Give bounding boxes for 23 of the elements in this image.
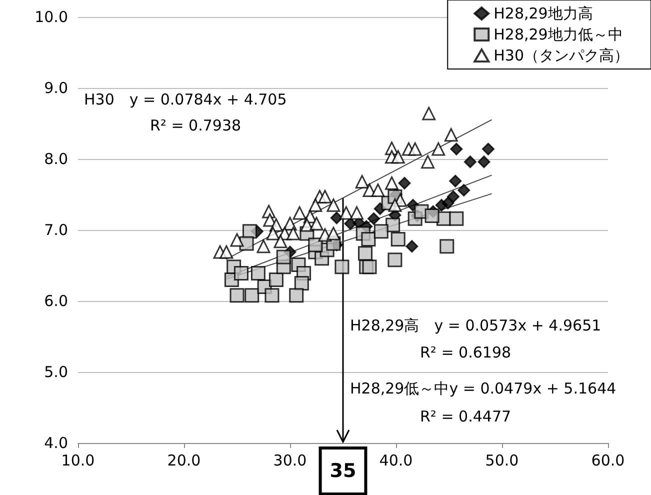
x-tick-label: 20.0 <box>167 452 201 470</box>
annotation: R² = 0.7938 <box>150 116 242 134</box>
y-tick-label: 8.0 <box>44 150 68 168</box>
annotation: H28,29低～中y = 0.0479x + 5.1644 <box>350 380 616 398</box>
x-tick-label: 40.0 <box>379 452 413 470</box>
x-tick-label: 30.0 <box>273 452 307 470</box>
y-tick-label: 10.0 <box>34 8 68 26</box>
y-tick-label: 4.0 <box>44 434 68 452</box>
y-tick-label: 7.0 <box>44 221 68 239</box>
legend-label: H28,29地力低～中 <box>494 26 623 44</box>
x-tick-label: 10.0 <box>61 452 95 470</box>
y-tick-label: 5.0 <box>44 363 68 381</box>
annotation: H28,29高 y = 0.0573x + 4.9651 <box>350 316 602 334</box>
annotation: 35 <box>330 460 356 482</box>
x-tick-label: 60.0 <box>591 452 625 470</box>
legend-label: H30（タンパク高） <box>494 46 630 64</box>
annotation: H30 y = 0.0784x + 4.705 <box>84 90 287 108</box>
annotation: R² = 0.4477 <box>420 408 512 426</box>
x-tick-label: 50.0 <box>485 452 519 470</box>
y-tick-label: 6.0 <box>44 292 68 310</box>
y-tick-label: 9.0 <box>44 79 68 97</box>
annotation: R² = 0.6198 <box>420 344 512 362</box>
legend-label: H28,29地力高 <box>494 4 593 22</box>
